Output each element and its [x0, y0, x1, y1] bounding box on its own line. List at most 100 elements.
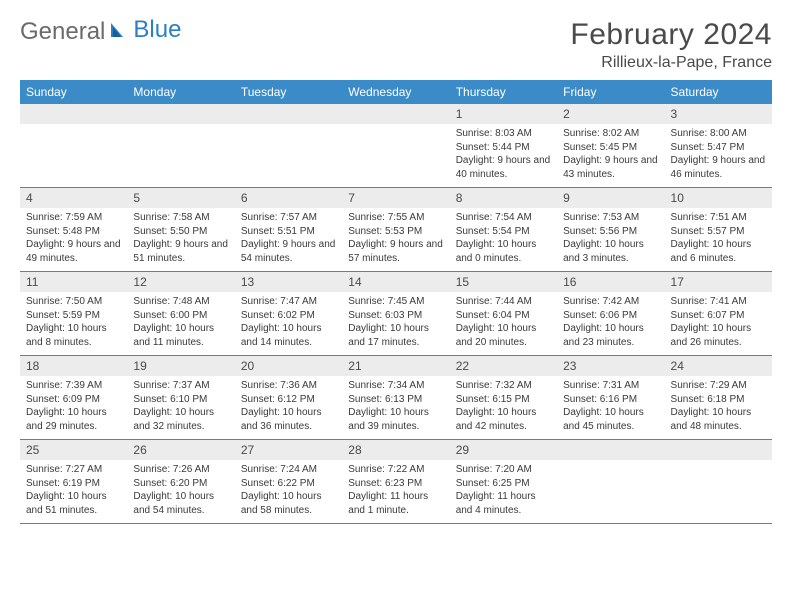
- sunset-text: Sunset: 6:13 PM: [348, 393, 443, 407]
- sunrise-text: Sunrise: 8:00 AM: [671, 127, 766, 141]
- sunrise-text: Sunrise: 7:26 AM: [133, 463, 228, 477]
- day-number: 18: [20, 356, 127, 376]
- dayname: Sunday: [20, 80, 127, 104]
- sunset-text: Sunset: 6:18 PM: [671, 393, 766, 407]
- daylight-text: Daylight: 9 hours and 49 minutes.: [26, 238, 121, 265]
- sunset-text: Sunset: 5:44 PM: [456, 141, 551, 155]
- sunrise-text: Sunrise: 7:41 AM: [671, 295, 766, 309]
- day-number: 1: [450, 104, 557, 124]
- daylight-text: Daylight: 10 hours and 42 minutes.: [456, 406, 551, 433]
- daylight-text: Daylight: 10 hours and 26 minutes.: [671, 322, 766, 349]
- day-cell: [557, 440, 664, 524]
- sunset-text: Sunset: 6:09 PM: [26, 393, 121, 407]
- sunrise-text: Sunrise: 7:37 AM: [133, 379, 228, 393]
- sunrise-text: Sunrise: 7:34 AM: [348, 379, 443, 393]
- sunrise-text: Sunrise: 7:50 AM: [26, 295, 121, 309]
- location-label: Rillieux-la-Pape, France: [570, 54, 772, 72]
- sunset-text: Sunset: 5:48 PM: [26, 225, 121, 239]
- daylight-text: Daylight: 10 hours and 29 minutes.: [26, 406, 121, 433]
- daylight-text: Daylight: 9 hours and 54 minutes.: [241, 238, 336, 265]
- day-cell: 7Sunrise: 7:55 AMSunset: 5:53 PMDaylight…: [342, 188, 449, 272]
- day-number: 5: [127, 188, 234, 208]
- day-body: Sunrise: 7:51 AMSunset: 5:57 PMDaylight:…: [665, 208, 772, 271]
- day-cell: 22Sunrise: 7:32 AMSunset: 6:15 PMDayligh…: [450, 356, 557, 440]
- sunrise-text: Sunrise: 7:36 AM: [241, 379, 336, 393]
- day-cell: 2Sunrise: 8:02 AMSunset: 5:45 PMDaylight…: [557, 104, 664, 188]
- sunrise-text: Sunrise: 7:51 AM: [671, 211, 766, 225]
- sunset-text: Sunset: 6:16 PM: [563, 393, 658, 407]
- day-body: Sunrise: 8:00 AMSunset: 5:47 PMDaylight:…: [665, 124, 772, 187]
- day-cell: 8Sunrise: 7:54 AMSunset: 5:54 PMDaylight…: [450, 188, 557, 272]
- day-body: [127, 124, 234, 186]
- daylight-text: Daylight: 10 hours and 6 minutes.: [671, 238, 766, 265]
- day-cell: 14Sunrise: 7:45 AMSunset: 6:03 PMDayligh…: [342, 272, 449, 356]
- sunset-text: Sunset: 6:03 PM: [348, 309, 443, 323]
- day-number: 22: [450, 356, 557, 376]
- brand-logo: General Blue: [20, 18, 181, 46]
- day-number: 19: [127, 356, 234, 376]
- day-cell: [20, 104, 127, 188]
- day-cell: 4Sunrise: 7:59 AMSunset: 5:48 PMDaylight…: [20, 188, 127, 272]
- day-number: 10: [665, 188, 772, 208]
- brand-part1: General: [20, 18, 105, 46]
- day-number: 12: [127, 272, 234, 292]
- day-body: Sunrise: 7:57 AMSunset: 5:51 PMDaylight:…: [235, 208, 342, 271]
- day-number: 23: [557, 356, 664, 376]
- day-cell: 1Sunrise: 8:03 AMSunset: 5:44 PMDaylight…: [450, 104, 557, 188]
- dayname: Thursday: [450, 80, 557, 104]
- day-body: Sunrise: 7:27 AMSunset: 6:19 PMDaylight:…: [20, 460, 127, 523]
- dayname: Wednesday: [342, 80, 449, 104]
- day-cell: 25Sunrise: 7:27 AMSunset: 6:19 PMDayligh…: [20, 440, 127, 524]
- day-cell: 11Sunrise: 7:50 AMSunset: 5:59 PMDayligh…: [20, 272, 127, 356]
- daylight-text: Daylight: 10 hours and 14 minutes.: [241, 322, 336, 349]
- week-row: 1Sunrise: 8:03 AMSunset: 5:44 PMDaylight…: [20, 104, 772, 188]
- day-cell: 20Sunrise: 7:36 AMSunset: 6:12 PMDayligh…: [235, 356, 342, 440]
- day-cell: 19Sunrise: 7:37 AMSunset: 6:10 PMDayligh…: [127, 356, 234, 440]
- sunset-text: Sunset: 6:04 PM: [456, 309, 551, 323]
- daylight-text: Daylight: 9 hours and 43 minutes.: [563, 154, 658, 181]
- week-row: 25Sunrise: 7:27 AMSunset: 6:19 PMDayligh…: [20, 440, 772, 524]
- sunrise-text: Sunrise: 7:45 AM: [348, 295, 443, 309]
- day-body: Sunrise: 7:47 AMSunset: 6:02 PMDaylight:…: [235, 292, 342, 355]
- day-body: Sunrise: 7:55 AMSunset: 5:53 PMDaylight:…: [342, 208, 449, 271]
- sunset-text: Sunset: 5:47 PM: [671, 141, 766, 155]
- day-body: Sunrise: 7:54 AMSunset: 5:54 PMDaylight:…: [450, 208, 557, 271]
- daylight-text: Daylight: 10 hours and 3 minutes.: [563, 238, 658, 265]
- sunrise-text: Sunrise: 7:27 AM: [26, 463, 121, 477]
- sunrise-text: Sunrise: 7:24 AM: [241, 463, 336, 477]
- day-body: Sunrise: 7:50 AMSunset: 5:59 PMDaylight:…: [20, 292, 127, 355]
- sunrise-text: Sunrise: 7:57 AM: [241, 211, 336, 225]
- daylight-text: Daylight: 10 hours and 32 minutes.: [133, 406, 228, 433]
- day-cell: [665, 440, 772, 524]
- day-cell: 5Sunrise: 7:58 AMSunset: 5:50 PMDaylight…: [127, 188, 234, 272]
- week-row: 4Sunrise: 7:59 AMSunset: 5:48 PMDaylight…: [20, 188, 772, 272]
- dayname: Tuesday: [235, 80, 342, 104]
- sunset-text: Sunset: 6:15 PM: [456, 393, 551, 407]
- day-body: [557, 460, 664, 522]
- day-number: 14: [342, 272, 449, 292]
- sunset-text: Sunset: 6:25 PM: [456, 477, 551, 491]
- day-body: Sunrise: 7:44 AMSunset: 6:04 PMDaylight:…: [450, 292, 557, 355]
- daylight-text: Daylight: 9 hours and 40 minutes.: [456, 154, 551, 181]
- day-body: Sunrise: 8:03 AMSunset: 5:44 PMDaylight:…: [450, 124, 557, 187]
- day-cell: [342, 104, 449, 188]
- sunrise-text: Sunrise: 7:47 AM: [241, 295, 336, 309]
- sunrise-text: Sunrise: 7:58 AM: [133, 211, 228, 225]
- daylight-text: Daylight: 10 hours and 8 minutes.: [26, 322, 121, 349]
- day-number: [127, 104, 234, 124]
- sunrise-text: Sunrise: 7:31 AM: [563, 379, 658, 393]
- day-body: Sunrise: 7:34 AMSunset: 6:13 PMDaylight:…: [342, 376, 449, 439]
- sunrise-text: Sunrise: 8:03 AM: [456, 127, 551, 141]
- sunrise-text: Sunrise: 7:22 AM: [348, 463, 443, 477]
- day-body: Sunrise: 7:42 AMSunset: 6:06 PMDaylight:…: [557, 292, 664, 355]
- day-cell: 17Sunrise: 7:41 AMSunset: 6:07 PMDayligh…: [665, 272, 772, 356]
- day-body: Sunrise: 7:24 AMSunset: 6:22 PMDaylight:…: [235, 460, 342, 523]
- day-cell: 6Sunrise: 7:57 AMSunset: 5:51 PMDaylight…: [235, 188, 342, 272]
- sunset-text: Sunset: 5:45 PM: [563, 141, 658, 155]
- daylight-text: Daylight: 11 hours and 1 minute.: [348, 490, 443, 517]
- daylight-text: Daylight: 10 hours and 20 minutes.: [456, 322, 551, 349]
- sunset-text: Sunset: 5:51 PM: [241, 225, 336, 239]
- day-cell: 18Sunrise: 7:39 AMSunset: 6:09 PMDayligh…: [20, 356, 127, 440]
- day-number: 29: [450, 440, 557, 460]
- day-body: [665, 460, 772, 522]
